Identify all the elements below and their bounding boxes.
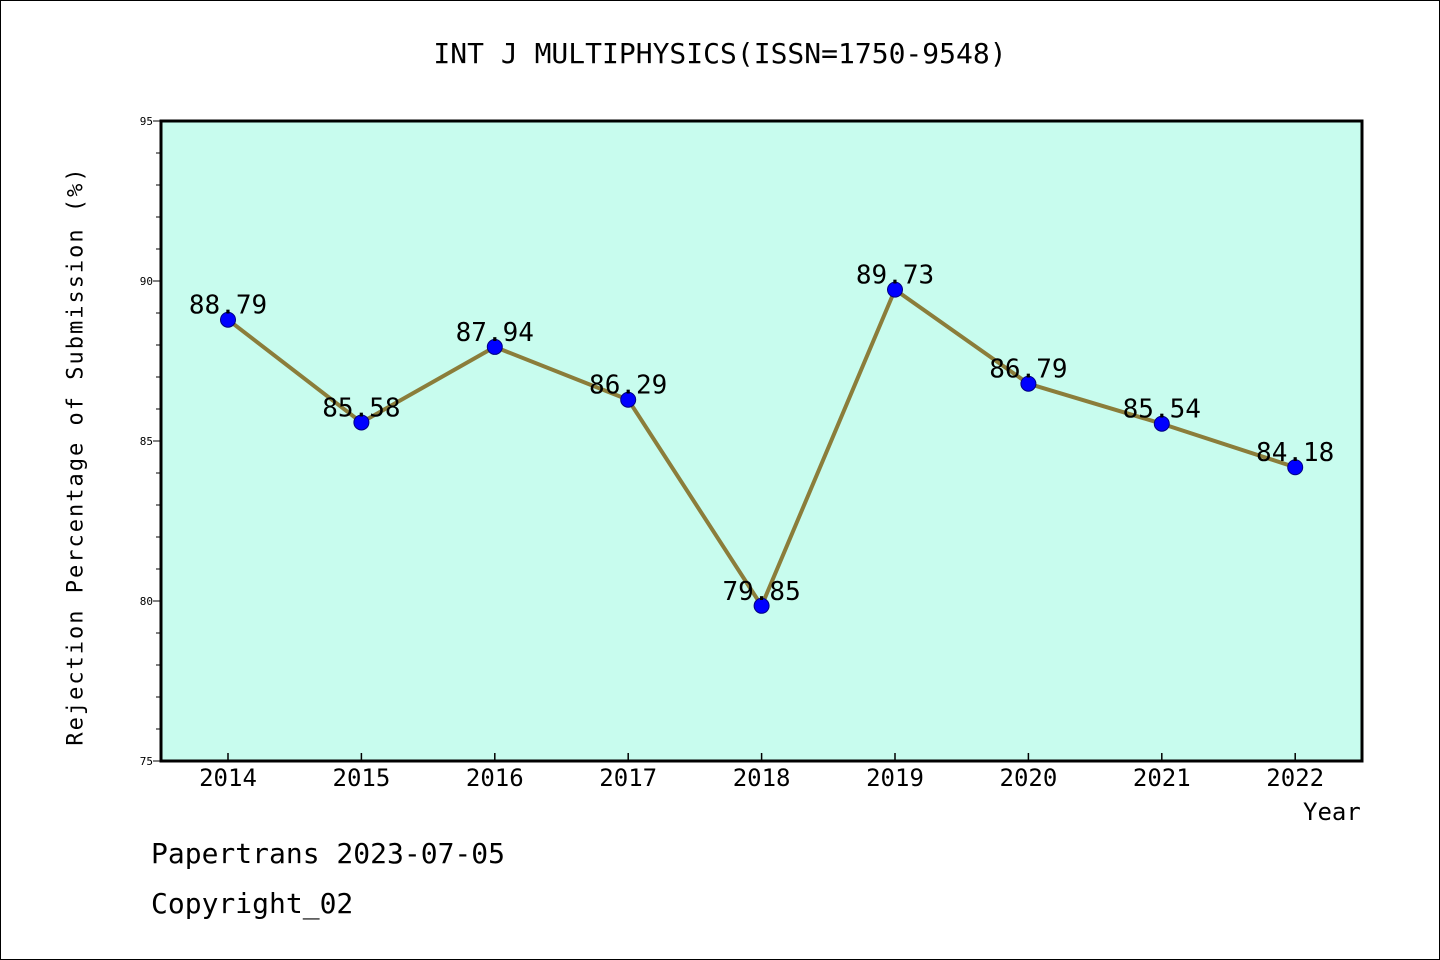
- x-axis-label: Year: [1303, 798, 1361, 826]
- x-tick-label: 2021: [1133, 764, 1191, 792]
- x-tick-label: 2018: [733, 764, 791, 792]
- chart-title: INT J MULTIPHYSICS(ISSN=1750-9548): [433, 37, 1007, 70]
- x-tick-label: 2014: [199, 764, 257, 792]
- y-tick-label: 95: [140, 115, 153, 128]
- data-point: [1153, 415, 1170, 432]
- series-group: 88.79 85.58 87.94 86.29 79.85 89.73 86.79 85.54…: [189, 261, 1334, 614]
- data-point: [620, 391, 637, 408]
- data-label: 88.79: [189, 291, 267, 321]
- y-tick-label: 85: [140, 435, 153, 448]
- y-tick-label: 80: [140, 595, 153, 608]
- x-tick-label: 2020: [1000, 764, 1058, 792]
- data-point: [1287, 459, 1304, 476]
- x-axis: 2014 2015 2016 2017 2018 2019 2020 2021 2022: [199, 753, 1324, 792]
- data-label: 79.85: [722, 577, 800, 607]
- y-tick-label: 75: [140, 755, 153, 768]
- footer-copyright: Copyright_02: [151, 887, 354, 920]
- x-tick-label: 2016: [466, 764, 524, 792]
- data-label: 85.54: [1123, 395, 1201, 425]
- data-point: [1020, 375, 1037, 392]
- data-label: 85.58: [322, 393, 400, 423]
- y-axis: 75 80 85 90 95: [140, 115, 161, 768]
- footer-source: Papertrans 2023-07-05: [151, 837, 506, 870]
- x-tick-label: 2022: [1266, 764, 1324, 792]
- data-label: 86.29: [589, 371, 667, 401]
- data-label: 89.73: [856, 261, 934, 291]
- data-label: 87.94: [456, 318, 534, 348]
- plot-area: [159, 119, 1364, 763]
- x-tick-label: 2019: [866, 764, 924, 792]
- data-label: 86.79: [989, 355, 1067, 385]
- x-tick-label: 2017: [599, 764, 657, 792]
- data-point: [353, 414, 370, 431]
- data-point: [220, 311, 236, 328]
- y-tick-label: 90: [140, 275, 153, 288]
- data-point: [887, 281, 903, 298]
- data-label: 84.18: [1256, 438, 1334, 468]
- data-point: [753, 597, 770, 614]
- data-point: [486, 338, 503, 355]
- x-tick-label: 2015: [333, 764, 391, 792]
